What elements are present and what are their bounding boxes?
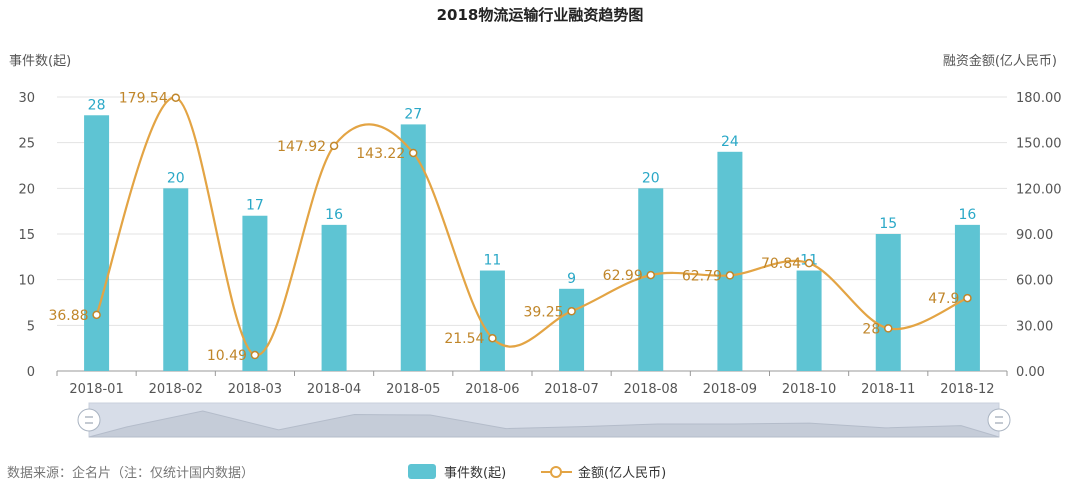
line-value-label: 70.84 — [761, 256, 801, 272]
y-left-axis-label: 事件数(起) — [9, 54, 71, 69]
bar-value-label: 16 — [325, 207, 343, 223]
y-right-axis-label: 融资金额(亿人民币) — [943, 53, 1057, 69]
x-tick-label: 2018-06 — [465, 382, 519, 397]
y-right-tick-label: 180.00 — [1016, 91, 1062, 106]
y-left-tick-label: 30 — [18, 91, 35, 106]
legend-line-label: 金额(亿人民币) — [578, 465, 666, 481]
x-tick-label: 2018-05 — [386, 382, 440, 397]
legend-item-bar[interactable]: 事件数(起) — [408, 464, 506, 481]
legend-bar-label: 事件数(起) — [444, 466, 506, 481]
bar-value-label: 11 — [484, 253, 502, 269]
line-point[interactable] — [171, 93, 180, 102]
bar-labels: 28201716271192024111516 — [88, 97, 977, 287]
bar[interactable] — [84, 115, 110, 372]
line-point[interactable] — [725, 271, 735, 280]
line-value-label: 36.88 — [48, 308, 88, 324]
line-value-label: 47.9 — [928, 291, 959, 307]
bar[interactable] — [638, 188, 664, 371]
line-value-label: 62.99 — [603, 268, 643, 284]
data-zoom-slider[interactable] — [77, 402, 1011, 438]
legend-line-marker — [550, 466, 562, 478]
line-value-label: 143.22 — [356, 146, 405, 162]
line-point[interactable] — [567, 307, 576, 316]
line-point[interactable] — [804, 258, 814, 268]
bar-value-label: 17 — [246, 198, 264, 214]
line-value-label: 28 — [862, 321, 880, 337]
y-left-tick-label: 25 — [18, 137, 35, 152]
y-left-tick-label: 5 — [27, 319, 35, 334]
x-tick-label: 2018-07 — [544, 382, 598, 397]
line-point[interactable] — [92, 310, 101, 320]
bar[interactable] — [479, 270, 505, 371]
x-tick-label: 2018-04 — [307, 382, 361, 397]
bar-value-label: 28 — [88, 97, 106, 113]
bar[interactable] — [163, 188, 189, 371]
source-note: 数据来源：企名片（注：仅统计国内数据） — [7, 465, 254, 481]
x-tick-label: 2018-12 — [940, 382, 994, 397]
line-point[interactable] — [884, 324, 893, 333]
bar-value-label: 15 — [879, 216, 897, 232]
y-left-ticks: 0 5 10 15 20 25 30 — [18, 91, 35, 380]
y-left-tick-label: 15 — [18, 228, 35, 243]
y-right-tick-label: 150.00 — [1016, 137, 1062, 152]
y-right-tick-label: 30.00 — [1016, 319, 1053, 334]
line-value-label: 147.92 — [277, 139, 326, 155]
x-axis-ticks: 2018-01 2018-02 2018-03 2018-04 2018-05 2018-… — [56, 371, 1008, 397]
bar-value-label: 9 — [567, 271, 576, 287]
line-value-label: 62.79 — [682, 268, 722, 284]
line-point[interactable] — [409, 148, 418, 158]
line-value-label: 39.25 — [523, 304, 563, 320]
line-point[interactable] — [646, 270, 655, 280]
x-tick-label: 2018-03 — [228, 382, 282, 397]
x-tick-label: 2018-01 — [69, 382, 123, 397]
x-tick-label: 2018-10 — [782, 382, 836, 397]
line-point[interactable] — [329, 141, 339, 151]
x-tick-label: 2018-11 — [861, 382, 915, 397]
bar-value-label: 16 — [959, 207, 977, 223]
y-right-tick-label: 0.00 — [1016, 365, 1045, 380]
data-zoom-handle-right[interactable] — [987, 408, 1011, 432]
line-value-label: 10.49 — [207, 348, 247, 364]
y-left-tick-label: 0 — [27, 365, 35, 380]
legend-bar-swatch — [408, 464, 436, 479]
data-zoom-handle-left[interactable] — [77, 408, 101, 432]
bar-value-label: 27 — [404, 106, 422, 122]
line-labels: 36.88 179.54 10.49 147.92 143.22 21.54 39.25 62… — [48, 91, 959, 364]
y-right-tick-label: 120.00 — [1016, 182, 1062, 197]
bar[interactable] — [796, 270, 822, 371]
bar-value-label: 24 — [721, 134, 739, 150]
grid-lines — [57, 96, 1007, 372]
bar-value-label: 20 — [642, 170, 660, 186]
bar-value-label: 20 — [167, 170, 185, 186]
line-point[interactable] — [488, 333, 497, 343]
bar[interactable] — [717, 151, 743, 371]
x-tick-label: 2018-09 — [703, 382, 757, 397]
bar[interactable] — [321, 224, 347, 371]
y-left-tick-label: 20 — [18, 182, 35, 197]
legend[interactable]: 事件数(起) 金额(亿人民币) — [408, 464, 666, 481]
y-right-ticks: 0.00 30.00 60.00 90.00 120.00 150.00 180.00 — [1016, 91, 1062, 380]
x-tick-label: 2018-08 — [624, 382, 678, 397]
y-left-tick-label: 10 — [18, 274, 35, 289]
line-point[interactable] — [963, 293, 972, 303]
bar[interactable] — [875, 234, 901, 371]
y-right-tick-label: 60.00 — [1016, 274, 1053, 289]
line-points — [92, 93, 972, 360]
line-value-label: 21.54 — [444, 331, 484, 347]
line-point[interactable] — [250, 350, 260, 360]
chart-title: 2018物流运输行业融资趋势图 — [437, 6, 644, 24]
legend-item-line[interactable]: 金额(亿人民币) — [541, 465, 666, 481]
bar[interactable] — [559, 288, 585, 371]
line-value-label: 179.54 — [119, 91, 168, 107]
amount-line — [95, 96, 968, 357]
data-zoom-preview — [88, 410, 1000, 438]
x-tick-label: 2018-02 — [149, 382, 203, 397]
y-right-tick-label: 90.00 — [1016, 228, 1053, 243]
